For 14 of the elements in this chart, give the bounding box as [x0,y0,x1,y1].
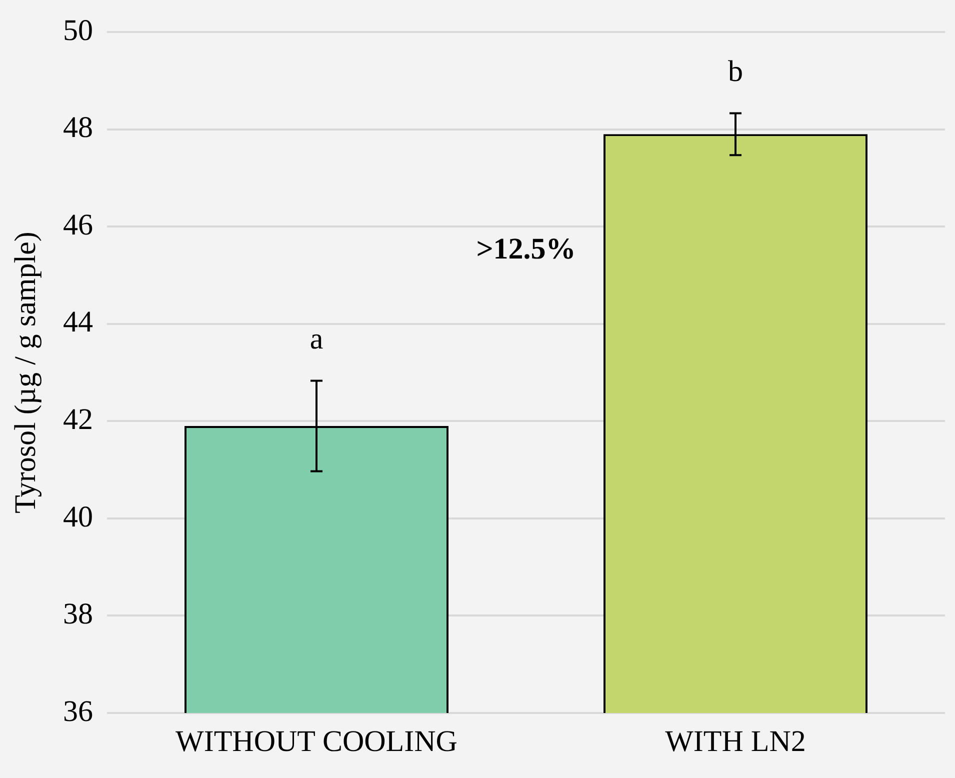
annotation: b [728,55,743,88]
y-tick-label: 44 [63,306,93,339]
annotation: >12.5% [476,232,576,266]
annotation: a [310,322,324,356]
y-tick-label: 50 [63,14,93,47]
y-tick-label: 36 [63,694,93,728]
y-tick-label: 40 [63,500,93,534]
y-tick-label: 46 [63,208,93,242]
x-tick-label: WITH LN2 [665,724,806,758]
y-axis-title: Tyrosol (µg / g sample) [8,232,42,514]
x-tick-label: WITHOUT COOLING [176,724,458,758]
y-tick-label: 48 [63,111,93,144]
y-tick-label: 38 [63,598,93,631]
y-tick-label: 42 [63,403,93,436]
